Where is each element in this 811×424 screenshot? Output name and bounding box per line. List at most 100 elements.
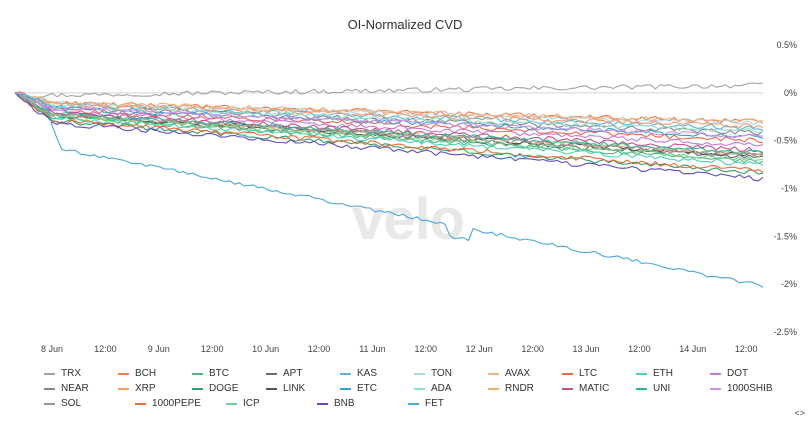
y-tick-label: -1% [781,184,797,194]
legend-item-bch[interactable]: BCH [118,366,192,381]
legend-swatch [118,372,129,375]
y-tick-label: -0.5% [773,136,797,146]
legend-swatch [135,402,146,405]
legend-swatch [266,387,277,390]
legend-item-icp[interactable]: ICP [226,396,317,411]
x-tick-label: 13 Jun [572,344,599,354]
series-line-eth [14,92,764,166]
series-line-sol [14,92,764,158]
legend-swatch [562,387,573,390]
x-tick-label: 12:00 [735,344,758,354]
legend-item-1000shib[interactable]: 1000SHIB [710,381,784,396]
legend-label: TRX [61,368,81,379]
legend-swatch [636,387,647,390]
watermark: velo [352,187,464,252]
legend-swatch [266,372,277,375]
y-tick-label: -2.5% [773,327,797,337]
legend-swatch [44,402,55,405]
legend-item-avax[interactable]: AVAX [488,366,562,381]
series-line-trx [14,82,764,99]
legend-label: KAS [357,368,378,379]
y-tick-label: 0% [784,88,797,98]
legend-label: ICP [243,398,260,409]
legend-item-apt[interactable]: APT [266,366,340,381]
legend-item-dot[interactable]: DOT [710,366,784,381]
legend-item-doge[interactable]: DOGE [192,381,266,396]
legend-item-fet[interactable]: FET [408,396,499,411]
legend-label: TON [431,368,452,379]
legend-label: APT [283,368,303,379]
legend-label: BNB [334,398,355,409]
series-line-ada [14,92,764,134]
legend-item-sol[interactable]: SOL [44,396,135,411]
series-line-bnb [14,92,764,182]
x-tick-label: 12 Jun [466,344,493,354]
chart-legend: TRX BCH BTC APT KAS TON AVAX LTC ETH DOT NEAR XRP DO… [44,366,784,411]
legend-swatch [488,372,499,375]
legend-label: XRP [135,383,156,394]
legend-label: BCH [135,368,157,379]
x-tick-label: 10 Jun [252,344,279,354]
x-tick-label: 9 Jun [148,344,170,354]
legend-label: ETH [653,368,673,379]
legend-label: LINK [283,383,306,394]
legend-item-near[interactable]: NEAR [44,381,118,396]
x-tick-label: 8 Jun [41,344,63,354]
legend-item-eth[interactable]: ETH [636,366,710,381]
legend-label: DOT [727,368,749,379]
legend-label: UNI [653,383,671,394]
legend-item-kas[interactable]: KAS [340,366,414,381]
legend-swatch [192,372,203,375]
legend-item-rndr[interactable]: RNDR [488,381,562,396]
legend-item-etc[interactable]: ETC [340,381,414,396]
legend-item-ada[interactable]: ADA [414,381,488,396]
legend-item-link[interactable]: LINK [266,381,340,396]
legend-swatch [44,372,55,375]
legend-item-uni[interactable]: UNI [636,381,710,396]
legend-swatch [414,387,425,390]
legend-row: SOL 1000PEPE ICP BNB FET [44,396,784,411]
legend-label: BTC [209,368,229,379]
x-tick-label: 12:00 [628,344,651,354]
legend-label: DOGE [209,383,239,394]
legend-label: FET [425,398,444,409]
legend-label: SOL [61,398,82,409]
legend-item-ltc[interactable]: LTC [562,366,636,381]
legend-item-matic[interactable]: MATIC [562,381,636,396]
chart-title: OI-Normalized CVD [348,17,463,32]
legend-label: ETC [357,383,377,394]
x-tick-label: 14 Jun [679,344,706,354]
x-tick-label: 12:00 [308,344,331,354]
legend-label: NEAR [61,383,89,394]
legend-label: RNDR [505,383,534,394]
legend-item-bnb[interactable]: BNB [317,396,408,411]
legend-swatch [636,372,647,375]
legend-row: TRX BCH BTC APT KAS TON AVAX LTC ETH DOT [44,366,784,381]
series-line-link [14,92,764,157]
y-tick-label: 0.5% [776,40,797,50]
legend-item-1000pepe[interactable]: 1000PEPE [135,396,226,411]
series-line-fet [14,92,764,288]
legend-label: MATIC [579,383,610,394]
legend-swatch [710,387,721,390]
legend-item-trx[interactable]: TRX [44,366,118,381]
legend-item-btc[interactable]: BTC [192,366,266,381]
x-tick-label: 12:00 [94,344,117,354]
legend-swatch [226,402,237,405]
legend-swatch [408,402,419,405]
x-tick-label: 12:00 [521,344,544,354]
nav-arrows[interactable]: <> [794,408,805,418]
legend-swatch [562,372,573,375]
series-line-ltc [14,92,764,144]
legend-swatch [414,372,425,375]
legend-label: ADA [431,383,452,394]
legend-swatch [192,387,203,390]
legend-item-xrp[interactable]: XRP [118,381,192,396]
legend-swatch [118,387,129,390]
legend-item-ton[interactable]: TON [414,366,488,381]
y-tick-label: -1.5% [773,231,797,241]
legend-row: NEAR XRP DOGE LINK ETC ADA RNDR MATIC UNI 1000SHI… [44,381,784,396]
series-line-avax [14,92,764,124]
series-line-1000shib [14,92,764,138]
legend-label: AVAX [505,368,531,379]
